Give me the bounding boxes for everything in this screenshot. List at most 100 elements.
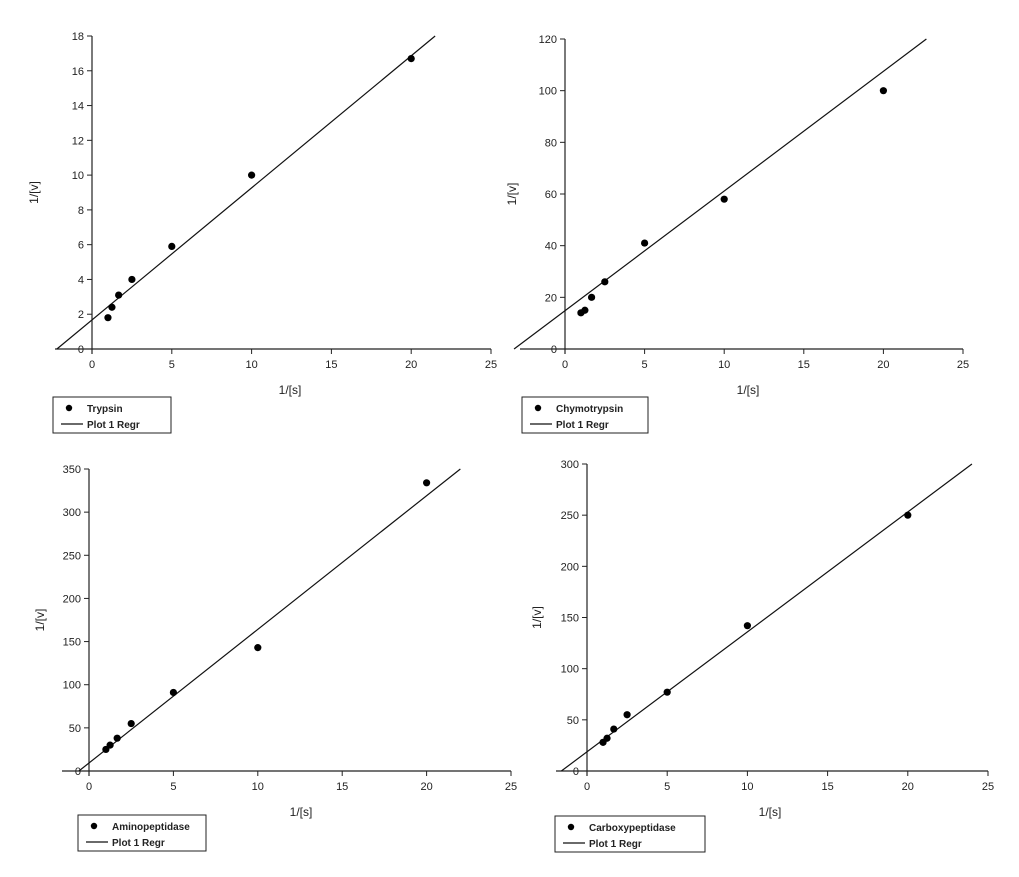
y-tick-label: 0 (573, 766, 579, 778)
y-axis-title: 1/[v] (530, 606, 544, 629)
y-tick-label: 80 (545, 137, 557, 149)
legend-label: Plot 1 Regr (112, 838, 165, 849)
x-tick-label: 25 (485, 359, 497, 371)
y-axis-title: 1/[v] (505, 183, 519, 206)
data-point (104, 314, 112, 322)
x-tick-label: 5 (642, 359, 648, 371)
x-tick-label: 15 (325, 359, 337, 371)
x-tick-label: 20 (420, 781, 432, 793)
data-point (720, 195, 728, 203)
y-tick-label: 0 (551, 344, 557, 356)
y-tick-label: 100 (539, 86, 557, 98)
y-tick-label: 150 (561, 613, 579, 625)
y-tick-label: 350 (63, 464, 81, 476)
x-tick-label: 20 (877, 359, 889, 371)
data-point (423, 479, 431, 487)
data-point (128, 275, 136, 284)
x-tick-label: 10 (245, 359, 257, 371)
y-tick-label: 300 (561, 459, 579, 471)
y-tick-label: 14 (72, 101, 84, 113)
y-tick-label: 250 (63, 550, 81, 562)
x-tick-label: 10 (741, 781, 753, 793)
chymotrypsin-panel: 0 5 10 15 20 25 0 20 40 60 80 100 120 1/[s] 1/[v] Chymo… (505, 34, 969, 434)
data-point (623, 711, 631, 719)
legend-box (521, 396, 649, 434)
data-point (169, 688, 177, 697)
y-tick-label: 20 (545, 292, 557, 304)
y-tick-label: 16 (72, 66, 84, 78)
legend-label: Plot 1 Regr (556, 420, 609, 431)
y-tick-label: 200 (561, 561, 579, 573)
x-tick-label: 0 (89, 359, 95, 371)
y-tick-label: 6 (78, 240, 84, 252)
legend-label: Plot 1 Regr (87, 420, 140, 431)
x-tick-label: 5 (664, 781, 670, 793)
y-tick-label: 0 (78, 344, 84, 356)
legend-label: Chymotrypsin (556, 404, 623, 415)
x-tick-label: 0 (562, 359, 568, 371)
carboxypeptidase-panel: 0 5 10 15 20 250501001502002503001/[s]1/[v]Ca… (530, 459, 994, 853)
y-tick-label: 12 (72, 135, 84, 147)
legend-box (52, 396, 172, 434)
x-tick-label: 10 (252, 781, 264, 793)
data-point (113, 734, 121, 742)
data-point (254, 644, 262, 652)
y-tick-label: 50 (567, 715, 579, 727)
y-tick-label: 50 (69, 723, 81, 735)
data-point (587, 293, 596, 301)
data-point (108, 303, 116, 311)
data-point (879, 87, 888, 95)
x-tick-label: 10 (718, 359, 730, 371)
x-tick-label: 20 (405, 359, 417, 371)
legend-label: Plot 1 Regr (589, 839, 642, 850)
data-point (106, 741, 114, 749)
y-tick-label: 10 (72, 170, 84, 182)
y-tick-label: 120 (539, 34, 557, 46)
y-tick-label: 60 (545, 189, 557, 201)
legend-marker (90, 822, 98, 830)
x-tick-label: 15 (821, 781, 833, 793)
x-tick-label: 0 (584, 781, 590, 793)
y-axis-title: 1/[v] (33, 609, 47, 632)
data-point (127, 719, 135, 728)
x-tick-label: 5 (170, 781, 176, 793)
x-axis-title: 1/[s] (290, 805, 313, 819)
y-axis-title: 1/[v] (27, 181, 41, 204)
regression-line (560, 463, 973, 772)
x-tick-label: 0 (86, 781, 92, 793)
data-point (115, 291, 123, 299)
x-tick-label: 25 (982, 781, 994, 793)
y-tick-label: 200 (63, 593, 81, 605)
x-tick-label: 15 (798, 359, 810, 371)
y-tick-label: 4 (78, 274, 84, 286)
data-point (581, 306, 589, 314)
legend-marker (567, 823, 575, 831)
y-tick-label: 250 (561, 510, 579, 522)
data-point (248, 171, 256, 179)
legend-box (77, 814, 207, 852)
regression-line (56, 35, 436, 350)
data-point (610, 725, 618, 733)
data-point (407, 55, 415, 63)
y-tick-label: 40 (545, 241, 557, 253)
legend-marker (534, 404, 542, 412)
legend-label: Trypsin (87, 404, 123, 415)
x-tick-label: 20 (902, 781, 914, 793)
data-point (168, 242, 176, 251)
data-point (904, 511, 912, 519)
legend-label: Carboxypeptidase (589, 823, 676, 834)
regression-line (513, 38, 927, 350)
x-axis-title: 1/[s] (737, 383, 760, 397)
x-tick-label: 25 (957, 359, 969, 371)
y-tick-label: 0 (75, 766, 81, 778)
y-tick-label: 100 (63, 680, 81, 692)
data-point (743, 622, 752, 630)
y-tick-label: 18 (72, 31, 84, 43)
trypsin-panel: 0 5 10 15 20 25 0 2 4 6 8 10 12 14 16 18 1/[s] 1/[v] Tryps… (27, 31, 497, 434)
data-point (663, 688, 671, 696)
data-point (601, 278, 609, 286)
x-tick-label: 25 (505, 781, 517, 793)
aminopeptidase-panel: 0 5 10 15 20 250501001502002503003501/[s]1/[v… (33, 464, 517, 852)
y-tick-label: 150 (63, 637, 81, 649)
